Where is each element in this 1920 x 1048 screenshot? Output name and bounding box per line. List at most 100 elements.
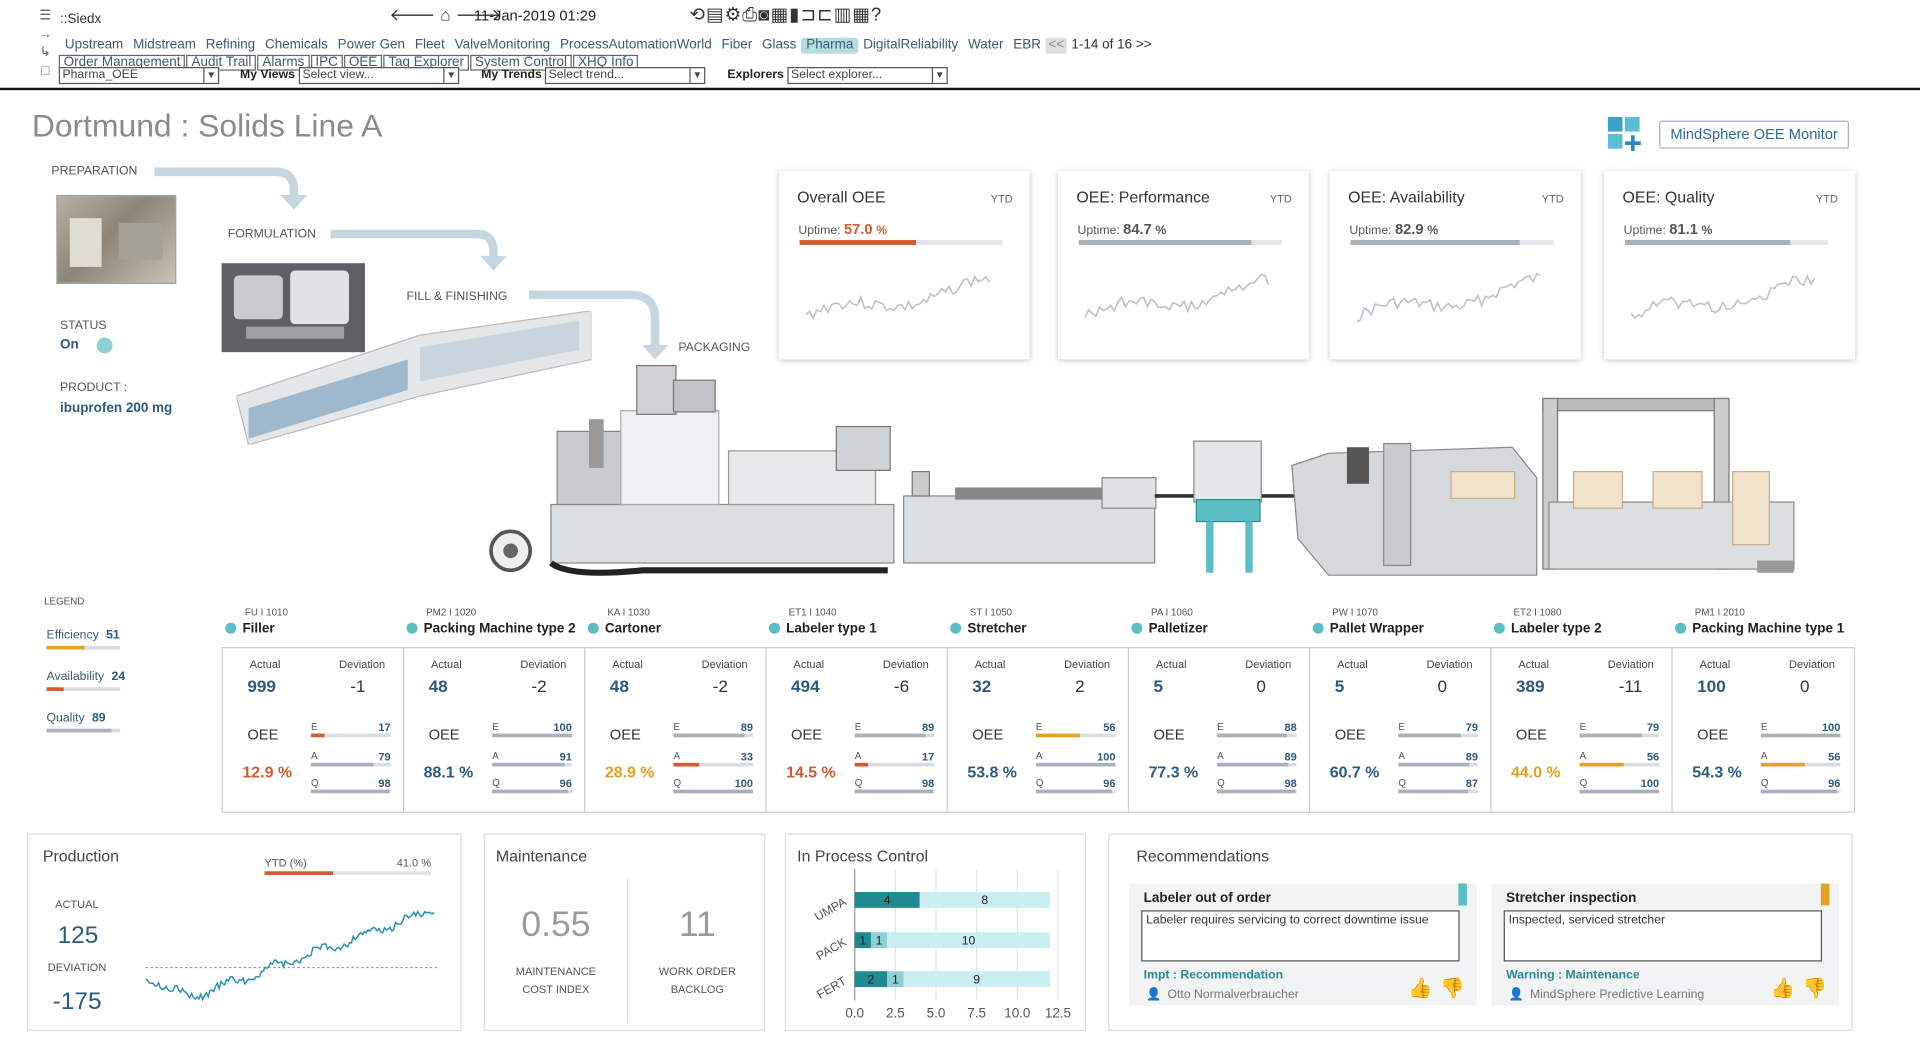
machine-header-4[interactable]: ST I 1050 Stretcher [950,607,1131,636]
machine-cell[interactable]: Actual Deviation 389 -11 OEE 44.0 % E 79 A 56 Q 100 [1491,648,1673,812]
feature-tab-alarms[interactable]: Alarms [257,54,310,71]
views-select[interactable]: Select view... ▼ [298,67,460,85]
cost-index-value: 0.55 [521,905,591,945]
forward-nav-icon[interactable]: 🡒 [455,4,507,25]
kpi-card-title: OEE: Performance [1076,187,1210,206]
dropdown-arrow-icon[interactable]: ▼ [443,68,458,83]
kpi-card-3[interactable]: OEE: Quality YTD Uptime: 81.1% [1604,170,1856,360]
back-arrow-icon[interactable]: 🡐 [389,4,441,25]
chart-tool-icon[interactable]: ▤ [706,4,725,26]
nav-tab-ebr[interactable]: EBR [1013,37,1041,53]
ipc-bar-segment[interactable] [887,932,1050,949]
bars-icon[interactable]: ▥ [833,4,853,26]
metric-bar [1217,733,1297,738]
machine-status-dot [1312,622,1324,634]
deviation-value: 0 [1437,676,1448,696]
feature-tab-system-control[interactable]: System Control [470,54,572,71]
refresh-icon[interactable]: ⟲ [689,4,707,26]
machine-header-5[interactable]: PA I 1060 Palletizer [1131,607,1312,636]
dropdown-arrow-icon[interactable]: ▼ [689,68,704,83]
thumbs-up-icon[interactable]: 👍 [1408,978,1433,1000]
machine-cell[interactable]: Actual Deviation 5 0 OEE 77.3 % E 88 A 89 Q 98 [1129,648,1311,812]
ipc-bar-segment[interactable] [870,932,888,949]
nav-tab-processautomationworld[interactable]: ProcessAutomationWorld [559,37,712,53]
machine-cell[interactable]: Actual Deviation 494 -6 OEE 14.5 % E 89 A 17 Q 98 [767,648,948,812]
trends-select[interactable]: Select trend... ▼ [544,67,706,85]
ipc-bar-segment[interactable] [903,971,1050,988]
metric-bar-fill [492,762,565,767]
machine-cell[interactable]: Actual Deviation 32 2 OEE 53.8 % E 56 A 100 Q 96 [948,648,1129,812]
add-widget-icon[interactable] [1607,116,1645,152]
actual-header: Actual [1699,658,1731,671]
machine-header-2[interactable]: KA I 1030 Cartoner [587,607,769,636]
lock-icon[interactable]: ▮ [789,4,801,26]
machine-header-8[interactable]: PM1 I 2010 Packing Machine type 1 [1675,607,1856,636]
kpi-card-0[interactable]: Overall OEE YTD Uptime: 57.0% [778,170,1030,360]
window-icon[interactable]: □ [41,63,50,78]
thumbs-down-icon[interactable]: 👎 [1802,978,1827,1000]
return-arrow-icon[interactable]: ↳ [39,45,51,60]
menu-icon[interactable]: ☰ [39,8,52,24]
dropdown-arrow-icon[interactable]: ▼ [203,68,218,83]
machine-header-0[interactable]: FU I 1010 Filler [225,607,406,636]
kpi-uptime-unit: % [1155,224,1167,238]
print-icon[interactable]: ⎙ [742,4,759,26]
ipc-bar-segment[interactable] [854,932,871,949]
machine-cell[interactable]: Actual Deviation 48 -2 OEE 88.1 % E 100 A 91 Q 96 [404,648,586,812]
explorers-select[interactable]: Select explorer... ▼ [787,67,948,85]
kpi-sparkline-line [1084,273,1270,319]
nav-tab-digitalreliability[interactable]: DigitalReliability [863,37,959,53]
export-icon[interactable]: ⊏ [817,4,834,26]
camera-icon[interactable]: ◙ [758,4,771,26]
ipc-bar-segment[interactable] [854,971,888,988]
nav-tab-power-gen[interactable]: Power Gen [337,37,406,53]
help-icon[interactable]: ? [870,4,883,26]
machine-header-3[interactable]: ET1 I 1040 Labeler type 1 [768,607,950,636]
recommendation-card[interactable]: Stretcher inspection Inspected, serviced … [1491,883,1840,1006]
ipc-bar-segment[interactable] [854,892,920,908]
machine-header-7[interactable]: ET2 I 1080 Labeler type 2 [1493,607,1675,636]
thumbs-down-icon[interactable]: 👎 [1440,978,1465,1000]
thumbs-up-icon[interactable]: 👍 [1770,978,1796,1000]
nav-tab-valvemonitoring[interactable]: ValveMonitoring [454,37,551,53]
pager-text[interactable]: 1-14 of 16 >> [1071,37,1152,53]
mindsphere-monitor-button[interactable]: MindSphere OEE Monitor [1659,120,1849,149]
legend-item-efficiency: Efficiency 51 [46,629,121,650]
nav-tab-refining[interactable]: Refining [205,37,256,53]
nav-tab-pharma[interactable]: Pharma [801,37,859,54]
machine-cell[interactable]: Actual Deviation 999 -1 OEE 12.9 % E 17 A 79 Q 98 [223,648,405,812]
link-icon[interactable]: ⊐ [800,4,818,26]
recommendation-text[interactable]: Inspected, serviced stretcher [1503,910,1823,962]
nav-tab-midstream[interactable]: Midstream [133,37,196,53]
machine-cell[interactable]: Actual Deviation 5 0 OEE 60.7 % E 79 A 89 Q 87 [1310,648,1492,812]
machine-header-6[interactable]: PW I 1070 Pallet Wrapper [1312,607,1494,636]
forward-arrow-icon[interactable]: → [38,26,53,42]
home-icon[interactable]: ⌂ [440,4,456,25]
machine-header-1[interactable]: PM2 I 1020 Packing Machine type 2 [406,607,588,636]
grid-icon[interactable]: ▦ [770,4,790,26]
feature-tab-audit-trail[interactable]: Audit Trail [186,54,257,71]
nav-tab-upstream[interactable]: Upstream [64,37,124,53]
settings-icon[interactable]: ⚙ [724,4,743,26]
nav-tab-fiber[interactable]: Fiber [721,37,753,53]
nav-tab-water[interactable]: Water [968,37,1004,53]
production-panel[interactable]: Production YTD (%) 41.0 % ACTUAL 125 DEV… [26,833,462,1031]
recommendation-text[interactable]: Labeler requires servicing to correct do… [1141,910,1460,962]
dropdown-arrow-icon[interactable]: ▼ [931,68,947,83]
site-select[interactable]: Pharma_OEE ▼ [58,67,220,85]
ipc-bar-segment[interactable] [919,892,1050,908]
kpi-card-1[interactable]: OEE: Performance YTD Uptime: 84.7% [1057,170,1309,360]
nav-tab-glass[interactable]: Glass [761,37,797,53]
pager-prev-button[interactable]: << [1045,37,1067,54]
ipc-panel[interactable]: In Process Control 0.0 2.5 5.0 7.5 10.0 12.5 U… [784,833,1087,1031]
recommendation-card[interactable]: Labeler out of order Labeler requires ser… [1128,883,1477,1006]
maintenance-panel[interactable]: Maintenance 0.55 MAINTENANCE COST INDEX … [483,833,766,1031]
ipc-bar-segment[interactable] [887,971,904,988]
machine-cell[interactable]: Actual Deviation 100 0 OEE 54.3 % E 100 A 56 Q 96 [1673,648,1854,811]
nav-tab-fleet[interactable]: Fleet [414,37,445,53]
nav-tab-chemicals[interactable]: Chemicals [264,37,328,53]
layout-icon[interactable]: ▦ [852,4,871,26]
kpi-card-2[interactable]: OEE: Availability YTD Uptime: 82.9% [1329,170,1581,360]
metric-bar [854,733,935,738]
machine-cell[interactable]: Actual Deviation 48 -2 OEE 28.9 % E 89 A 33 Q 100 [585,648,767,812]
